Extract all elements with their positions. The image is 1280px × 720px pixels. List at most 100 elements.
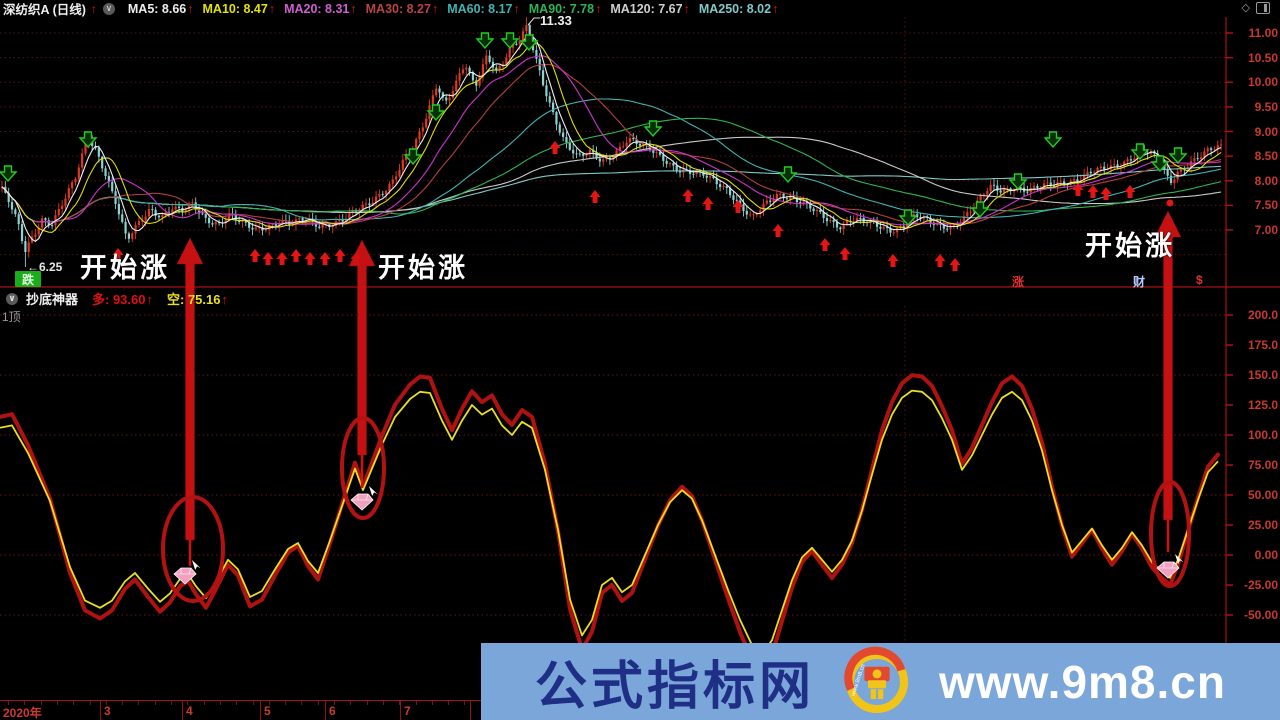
indicator-axis-label: 100.0	[1247, 428, 1278, 442]
up-arrow-icon: ↑	[683, 1, 690, 16]
watermark-banner: 公式指标网 www.9m8.cn www.9m8.cn	[481, 643, 1280, 720]
price-axis-label: 9.00	[1254, 124, 1278, 139]
ma-legend: MA5: 8.66↑ MA10: 8.47↑ MA20: 8.31↑ MA30: 8.…	[119, 2, 778, 16]
axis-minor-tick	[318, 701, 319, 705]
indicator-chevron-icon[interactable]: ∨	[6, 292, 18, 305]
symbol-up-arrow-icon: ↑	[90, 1, 97, 16]
axis-minor-tick	[432, 701, 433, 705]
down-badge: 跌	[15, 271, 41, 287]
start-rise-annotation: 开始涨	[80, 253, 170, 283]
indicator-axis-label: -25.00	[1243, 578, 1278, 592]
axis-minor-tick	[350, 701, 351, 705]
indicator-axis-label: 50.00	[1247, 488, 1278, 502]
axis-minor-tick	[448, 701, 449, 705]
month-label: 6	[329, 704, 336, 718]
axis-minor-tick	[416, 701, 417, 705]
tab-zhang[interactable]: 涨	[1012, 275, 1025, 289]
price-axis-label: 7.00	[1254, 223, 1278, 237]
high-price-callout: 11.33	[540, 13, 572, 28]
month-tick	[260, 701, 261, 720]
axis-minor-tick	[204, 701, 205, 705]
indicator-short-value: 空: 75.16↑	[167, 292, 228, 307]
axis-minor-tick	[90, 701, 91, 705]
indicator-axis-label: 200.0	[1247, 308, 1278, 322]
start-rise-annotation: 开始涨	[378, 253, 468, 283]
ma-legend-item: MA60: 8.17↑	[447, 1, 520, 16]
axis-minor-tick	[236, 701, 237, 705]
month-tick	[470, 701, 471, 720]
axis-minor-tick	[24, 701, 25, 705]
price-axis-label: 9.50	[1254, 99, 1278, 114]
up-arrow-icon: ↑	[350, 1, 357, 16]
indicator-axis-label: 175.0	[1247, 338, 1278, 352]
month-tick	[400, 701, 401, 720]
axis-minor-tick	[383, 701, 384, 705]
titlebar-icons: ◇	[1242, 1, 1270, 14]
axis-minor-tick	[301, 701, 302, 705]
indicator-axis-label: 75.00	[1247, 458, 1278, 472]
price-axis-label: 10.50	[1247, 50, 1278, 65]
ma-legend-item: MA120: 7.67↑	[610, 1, 690, 16]
axis-minor-tick	[8, 701, 9, 705]
indicator-long-value: 多: 93.60↑	[92, 292, 154, 307]
axis-minor-tick	[171, 701, 172, 705]
price-axis-label: 10.00	[1247, 75, 1278, 90]
axis-minor-tick	[41, 701, 42, 705]
axis-minor-tick	[155, 701, 156, 705]
axis-minor-tick	[334, 701, 335, 705]
tab-cai[interactable]: 财	[1133, 275, 1146, 289]
collapse-chevron-icon[interactable]: ∨	[102, 2, 115, 15]
indicator-axis-label: 150.0	[1247, 368, 1278, 382]
month-tick	[325, 701, 326, 720]
watermark-site-name: 公式指标网	[535, 658, 816, 716]
month-label: 5	[264, 704, 271, 718]
month-tick	[100, 701, 101, 720]
up-arrow-icon: ↑	[221, 292, 228, 307]
axis-minor-tick	[57, 701, 58, 705]
up-arrow-icon: ↑	[431, 1, 439, 16]
up-arrow-icon: ↑	[187, 1, 194, 16]
low-price-callout: ←6.25	[27, 260, 63, 274]
price-axis-label: 7.50	[1254, 198, 1278, 213]
month-tick	[182, 701, 183, 720]
9m8-logo-icon: www.9m8.cn	[844, 646, 909, 713]
ma-legend-item: MA90: 7.78↑	[528, 1, 602, 16]
indicator-axis-label: 0.00	[1254, 548, 1278, 562]
axis-minor-tick	[253, 701, 254, 705]
price-axis-label: 11.00	[1248, 26, 1278, 40]
ma-legend-item: MA30: 8.27↑	[365, 1, 439, 16]
tab-dollar[interactable]: $	[1196, 273, 1203, 287]
axis-minor-tick	[399, 701, 400, 705]
up-arrow-icon: ↑	[513, 1, 520, 16]
symbol-title: 深纺织A (日线)	[3, 3, 86, 17]
watermark-url: www.9m8.cn	[939, 655, 1226, 708]
ma-legend-item: MA5: 8.66↑	[127, 1, 194, 16]
indicator-header: ∨ 抄底神器 多: 93.60↑ 空: 75.16↑	[2, 289, 228, 308]
axis-minor-tick	[220, 701, 221, 705]
month-label: 3	[104, 704, 111, 718]
axis-minor-tick	[122, 701, 123, 705]
indicator-name[interactable]: 抄底神器	[26, 292, 79, 307]
axis-minor-tick	[285, 701, 286, 705]
indicator-axis-label: 25.00	[1247, 518, 1278, 532]
ma-legend-item: MA20: 8.31↑	[284, 1, 357, 16]
axis-minor-tick	[464, 701, 465, 705]
up-arrow-icon: ↑	[268, 1, 276, 16]
title-bar: 深纺织A (日线) ↑ ∨ MA5: 8.66↑ MA10: 8.47↑ MA20:…	[0, 0, 1280, 17]
x-axis-year-label: 2020年	[3, 706, 42, 720]
month-label: 7	[404, 704, 411, 718]
up-arrow-icon: ↑	[595, 1, 602, 16]
panel-layout-icon[interactable]	[1256, 1, 1270, 14]
ma-legend-item: MA250: 8.02↑	[698, 1, 779, 16]
axis-minor-tick	[187, 701, 188, 705]
diamond-icon[interactable]: ◇	[1241, 2, 1250, 14]
axis-minor-tick	[138, 701, 139, 705]
ma-legend-item: MA10: 8.47↑	[202, 1, 276, 16]
indicator-axis-label: 125.0	[1247, 398, 1278, 412]
price-axis-label: 8.00	[1254, 173, 1278, 188]
indicator-axis-label: -50.00	[1243, 608, 1278, 622]
axis-minor-tick	[106, 701, 107, 705]
up-arrow-icon: ↑	[146, 292, 154, 307]
